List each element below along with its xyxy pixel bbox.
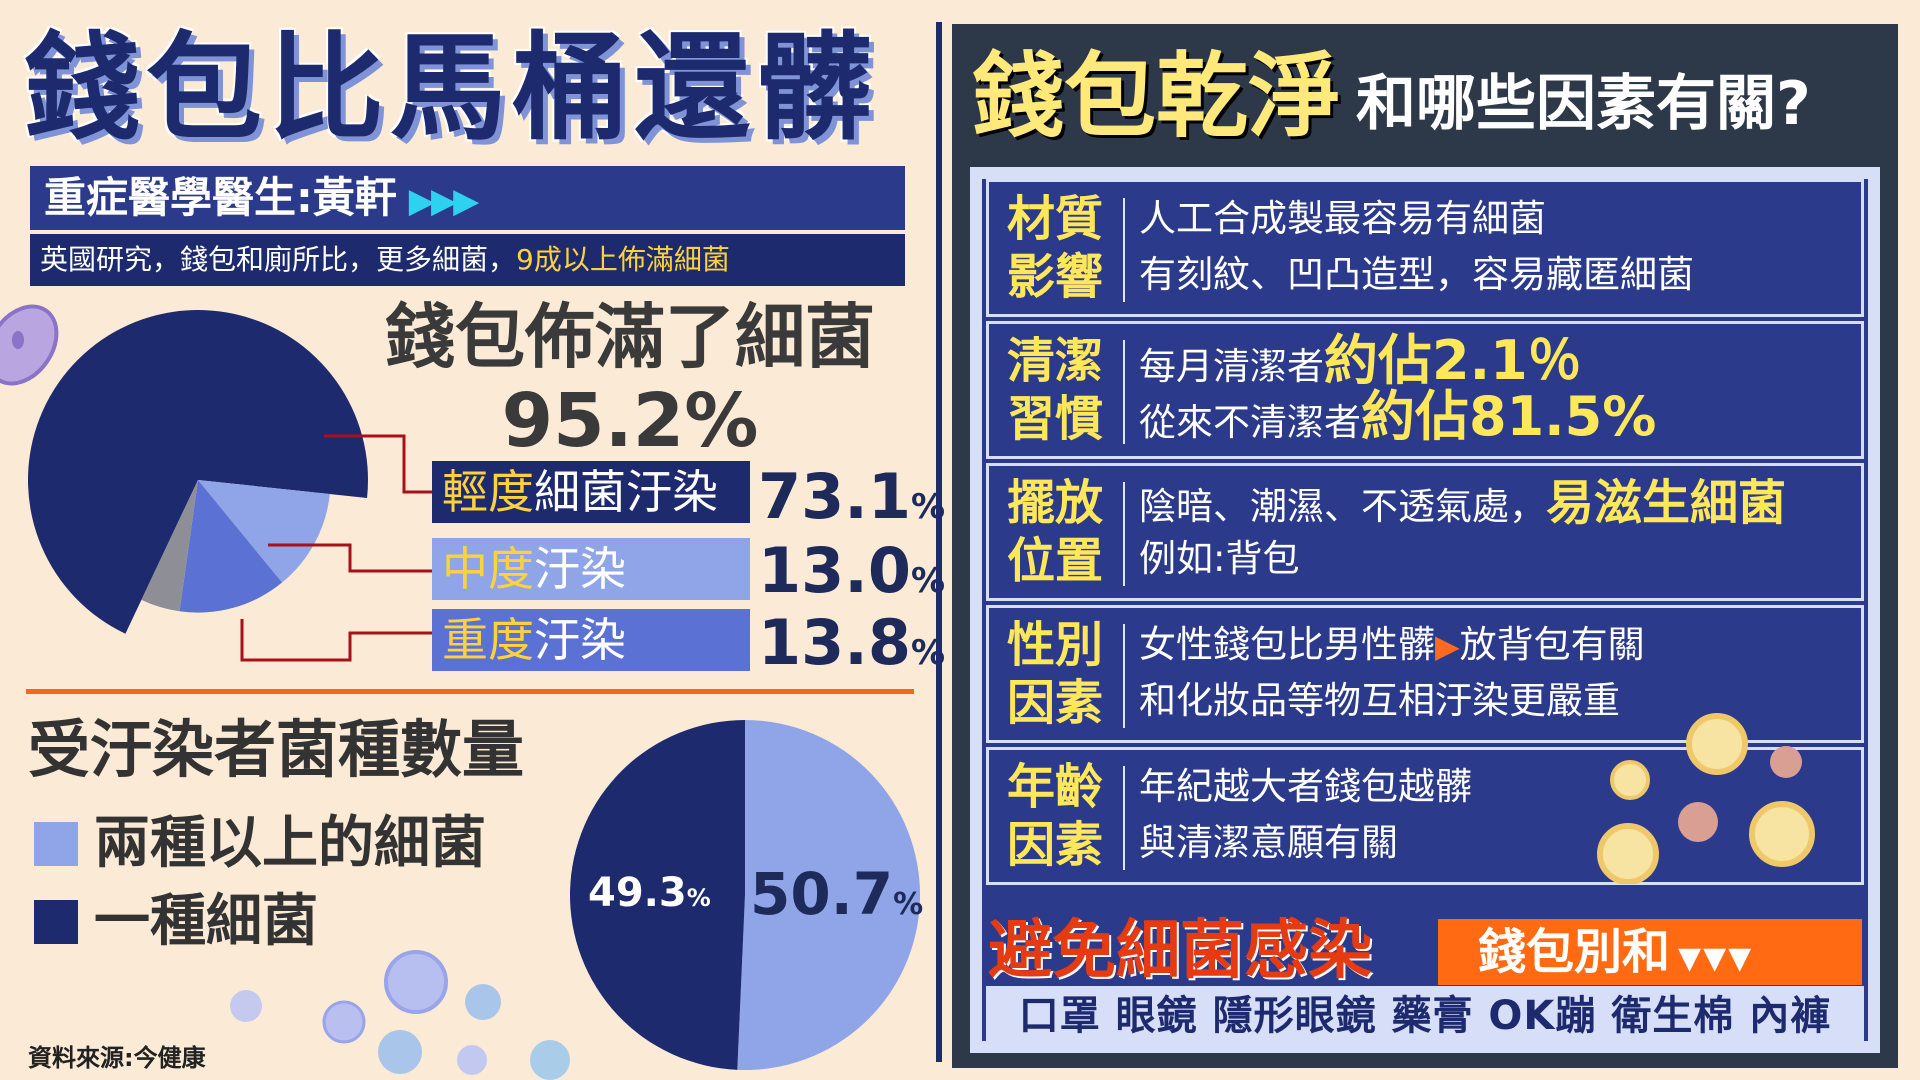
section2-legend-multi: 兩種以上的細菌: [34, 808, 486, 880]
factor-line: 女性錢包比男性髒▶放背包有關: [1139, 620, 1645, 671]
research-bar: 英國研究，錢包和廁所比，更多細菌，9成以上佈滿細菌: [30, 234, 905, 286]
pie-total: 95.2%: [501, 378, 759, 464]
pie2-slice-single: [570, 720, 745, 1070]
avoid-items: 口罩 眼鏡 隱形眼鏡 藥膏 OK蹦 衛生棉 內褲: [986, 986, 1864, 1046]
main-title: 錢包比馬桶還髒: [24, 21, 878, 156]
pie2-pct-single: %: [686, 884, 711, 912]
arrow-right-icon: ▶: [1435, 627, 1460, 665]
cleaning-never-value: 約佔81.5%: [1361, 385, 1657, 448]
legend-mild-label: 細菌汙染: [534, 465, 718, 519]
avoid-tag: 錢包別和 ▼▼▼: [1438, 919, 1862, 985]
legend-severe: 重度汙染: [432, 609, 750, 671]
avoid-title: 避免細菌感染: [988, 914, 1372, 988]
factor-label: 年齡因素: [1007, 759, 1104, 873]
source-note: 資料來源:今健康: [28, 1044, 206, 1072]
factor-label: 清潔習慣: [1007, 333, 1104, 447]
factor-label: 性別因素: [1007, 617, 1104, 731]
research-highlight: 9成以上佈滿細菌: [516, 243, 730, 276]
legend-mild-value: 73.1%: [758, 466, 945, 528]
legend-moderate-value: 13.0%: [758, 540, 945, 602]
pie2-value-single: 49.3: [588, 870, 687, 916]
pie2-value-multi: 50.7: [750, 860, 894, 928]
legend-swatch-dark: [34, 900, 78, 944]
cleaning-monthly-text: 每月清潔者: [1139, 345, 1324, 388]
factor-row-material: 材質影響 人工合成製最容易有細菌 有刻紋、凹凸造型，容易藏匿細菌: [986, 179, 1864, 317]
legend-multi-label: 兩種以上的細菌: [94, 811, 486, 876]
legend-moderate: 中度汙染: [432, 538, 750, 600]
pie-chart-wallet-contamination: [27, 310, 368, 634]
legend-moderate-prefix: 中度: [442, 542, 534, 596]
cleaning-monthly-value: 約佔2.1％: [1324, 329, 1582, 392]
right-title-sub: 和哪些因素有關?: [1356, 69, 1811, 139]
factor-line: 每月清潔者約佔2.1％: [1139, 334, 1582, 392]
legend-single-label: 一種細菌: [94, 889, 318, 954]
factor-line: 年紀越大者錢包越髒: [1139, 765, 1472, 808]
factor-label: 材質影響: [1007, 191, 1104, 305]
gender-text-2: 放背包有關: [1459, 623, 1645, 666]
pie-title: 錢包佈滿了細菌: [385, 296, 875, 378]
pie-chart-bacteria-types: [570, 720, 921, 1070]
legend-moderate-label: 汙染: [534, 542, 626, 596]
factor-line: 和化妝品等物互相汙染更嚴重: [1139, 679, 1620, 722]
orange-divider: [26, 689, 914, 694]
right-panel: 錢包乾淨 和哪些因素有關? 材質影響 人工合成製最容易有細菌 有刻紋、凹凸造型，…: [952, 24, 1898, 1068]
factor-line: 人工合成製最容易有細菌: [1139, 197, 1546, 240]
pie1-slice-severe: [179, 480, 283, 613]
pie1-slice-moderate: [198, 480, 330, 583]
row-divider: [1123, 482, 1125, 586]
pie2-slice-multi: [737, 720, 921, 1070]
factor-line: 有刻紋、凹凸造型，容易藏匿細菌: [1139, 253, 1694, 296]
gender-text: 女性錢包比男性髒: [1139, 623, 1435, 666]
pie1-slice-uncontaminated: [141, 480, 198, 612]
legend-mild-prefix: 輕度: [442, 465, 534, 519]
legend-severe-value: 13.8%: [758, 612, 945, 674]
factor-line: 陰暗、潮濕、不透氣處，易滋生細菌: [1139, 478, 1786, 532]
coins-decoration: [1597, 713, 1815, 884]
row-divider: [1123, 624, 1125, 728]
vertical-separator: [936, 22, 942, 1062]
factor-row-gender: 性別因素 女性錢包比男性髒▶放背包有關 和化妝品等物互相汙染更嚴重: [986, 605, 1864, 743]
factor-label: 擺放位置: [1007, 475, 1104, 589]
left-panel: 錢包比馬桶還髒 重症醫學醫生:黃軒 ▶▶▶ 英國研究，錢包和廁所比，更多細菌，9成…: [0, 0, 945, 1080]
pie1-slice-mild: [27, 310, 368, 634]
right-title-main: 錢包乾淨: [972, 43, 1341, 150]
row-divider: [1123, 766, 1125, 870]
legend-mild: 輕度細菌汙染: [432, 461, 750, 523]
cleaning-never-text: 從來不清潔者: [1139, 401, 1361, 444]
pie2-label-single: 49.3%: [588, 870, 711, 916]
row-divider: [1123, 340, 1125, 444]
triple-down-arrow-icon: ▼▼▼: [1678, 941, 1754, 976]
placement-text: 陰暗、潮濕、不透氣處，: [1139, 485, 1546, 528]
section2-legend-single: 一種細菌: [34, 886, 318, 958]
legend-severe-label: 汙染: [534, 613, 626, 667]
factor-row-cleaning: 清潔習慣 每月清潔者約佔2.1％ 從來不清潔者約佔81.5%: [986, 321, 1864, 459]
bacteria-icon: [0, 304, 59, 386]
legend-severe-prefix: 重度: [442, 613, 534, 667]
factor-line: 與清潔意願有關: [1139, 821, 1398, 864]
pie2-label-multi: 50.7%: [750, 860, 923, 928]
pie2-pct-multi: %: [893, 887, 924, 922]
factor-line: 例如:背包: [1139, 537, 1300, 580]
doctor-name: 重症醫學醫生:黃軒: [44, 173, 397, 222]
factor-row-placement: 擺放位置 陰暗、潮濕、不透氣處，易滋生細菌 例如:背包: [986, 463, 1864, 601]
value-mild: 73.1: [758, 460, 911, 533]
row-divider: [1123, 198, 1125, 302]
placement-highlight: 易滋生細菌: [1546, 475, 1787, 531]
factor-line: 從來不清潔者約佔81.5%: [1139, 390, 1656, 448]
research-text: 英國研究，錢包和廁所比，更多細菌，: [40, 243, 517, 276]
avoid-tag-text: 錢包別和: [1478, 924, 1671, 980]
legend-swatch-light: [34, 822, 78, 866]
value-moderate: 13.0: [758, 534, 911, 607]
value-severe: 13.8: [758, 606, 911, 679]
bubbles-decoration: [230, 950, 570, 1080]
legend-connectors: [240, 434, 432, 662]
section2-title: 受汙染者菌種數量: [28, 713, 525, 786]
triple-arrow-icon: ▶▶▶: [408, 181, 479, 221]
doctor-bar: 重症醫學醫生:黃軒 ▶▶▶: [30, 166, 905, 230]
